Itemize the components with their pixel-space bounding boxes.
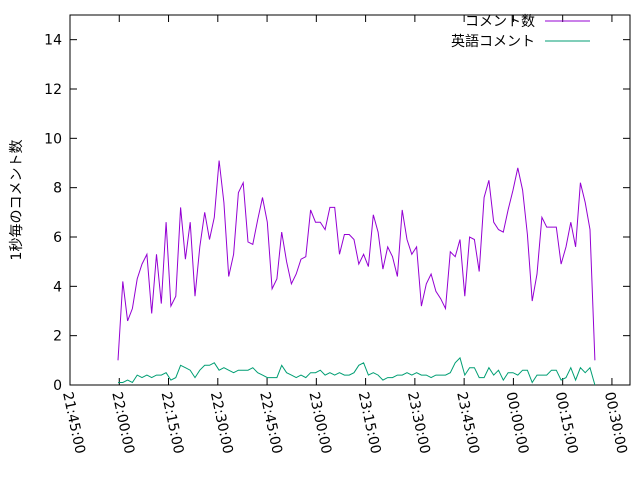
y-tick-label: 14 — [44, 33, 62, 49]
x-tick-label: 21:45:00 — [59, 391, 88, 456]
legend-label: コメント数 — [465, 14, 535, 30]
y-tick-label: 0 — [53, 378, 62, 394]
series-line — [118, 356, 596, 386]
x-tick-label: 22:45:00 — [256, 391, 285, 456]
x-tick-label: 23:15:00 — [355, 391, 384, 456]
plot-border — [69, 14, 631, 386]
y-tick-label: 12 — [44, 82, 62, 98]
legend-label: 英語コメント — [451, 33, 535, 50]
x-tick-label: 22:15:00 — [158, 391, 187, 456]
y-tick-label: 4 — [53, 279, 62, 295]
y-tick-label: 8 — [53, 181, 62, 197]
y-axis-label: 1秒毎のコメント数 — [9, 140, 25, 261]
x-tick-label: 00:30:00 — [601, 391, 630, 456]
x-tick-label: 00:15:00 — [552, 391, 581, 456]
x-tick-label: 23:45:00 — [453, 391, 482, 456]
y-tick-label: 10 — [44, 131, 62, 147]
y-tick-label: 6 — [53, 230, 62, 246]
x-tick-label: 23:00:00 — [305, 391, 334, 456]
x-tick-label: 00:00:00 — [502, 391, 531, 456]
series-line — [117, 160, 596, 361]
x-tick-label: 23:30:00 — [404, 391, 433, 456]
x-tick-label: 22:30:00 — [207, 391, 236, 456]
y-tick-label: 2 — [53, 329, 62, 345]
x-tick-label: 22:00:00 — [108, 391, 137, 456]
